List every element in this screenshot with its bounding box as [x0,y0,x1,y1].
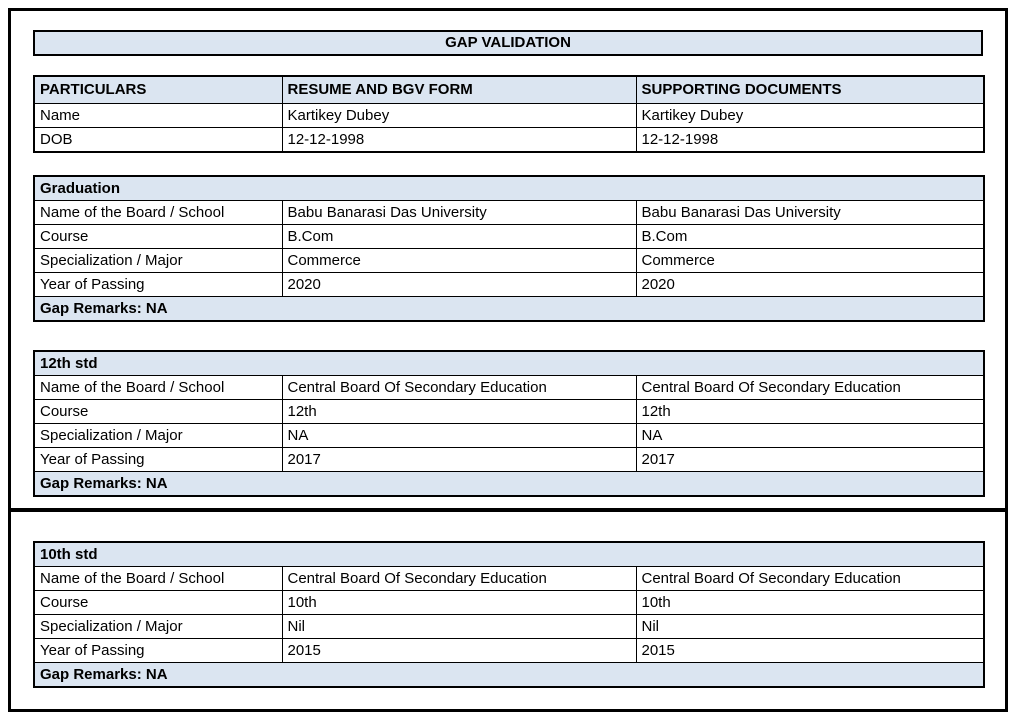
table-row-year: Year of Passing 2015 2015 [33,638,985,663]
section-title: 12th std [33,350,985,376]
resume-value: 12th [281,398,637,424]
page-title: GAP VALIDATION [445,34,571,51]
supporting-value: B.Com [635,223,985,249]
resume-value: Commerce [281,247,637,273]
gap-remarks-row: Gap Remarks: NA [33,295,985,321]
upper-page-panel: GAP VALIDATION PARTICULARS RESUME AND BG… [8,8,1008,510]
row-label: Name of the Board / School [33,374,283,400]
table-row-name: Name Kartikey Dubey Kartikey Dubey [33,102,985,128]
row-label: Specialization / Major [33,422,283,448]
resume-value: B.Com [281,223,637,249]
table-row-specialization: Specialization / Major Nil Nil [33,614,985,639]
twelfth-std-table: 12th std Name of the Board / School Cent… [33,349,986,497]
table-row-course: Course B.Com B.Com [33,223,985,249]
tenth-std-table: 10th std Name of the Board / School Cent… [33,541,986,688]
supporting-value: 2020 [635,271,985,297]
row-label: Name of the Board / School [33,566,283,591]
table-row-board: Name of the Board / School Babu Banarasi… [33,199,985,225]
table-row-year: Year of Passing 2017 2017 [33,446,985,472]
gap-remarks: Gap Remarks: NA [33,470,985,496]
supporting-value: NA [635,422,985,448]
supporting-value: 12th [635,398,985,424]
title-bar: GAP VALIDATION [33,30,983,56]
section-title: 10th std [33,541,985,567]
row-label: Name [33,102,283,128]
row-label: Year of Passing [33,271,283,297]
row-label: Specialization / Major [33,614,283,639]
row-label: Specialization / Major [33,247,283,273]
supporting-value: Kartikey Dubey [635,102,985,128]
table-row-specialization: Specialization / Major NA NA [33,422,985,448]
graduation-table: Graduation Name of the Board / School Ba… [33,174,986,322]
header-cell-particulars: PARTICULARS [33,75,283,104]
resume-value: 2017 [281,446,637,472]
table-row-dob: DOB 12-12-1998 12-12-1998 [33,126,985,152]
supporting-value: Central Board Of Secondary Education [635,566,985,591]
resume-value: Central Board Of Secondary Education [281,566,637,591]
resume-value: Kartikey Dubey [281,102,637,128]
table-row-board: Name of the Board / School Central Board… [33,374,985,400]
gap-remarks: Gap Remarks: NA [33,662,985,688]
table-row-course: Course 10th 10th [33,590,985,615]
table-row-board: Name of the Board / School Central Board… [33,566,985,591]
particulars-table: PARTICULARS RESUME AND BGV FORM SUPPORTI… [33,75,985,153]
row-label: DOB [33,126,283,152]
table-row-year: Year of Passing 2020 2020 [33,271,985,297]
resume-value: Central Board Of Secondary Education [281,374,637,400]
row-label: Course [33,223,283,249]
particulars-header-row: PARTICULARS RESUME AND BGV FORM SUPPORTI… [33,75,985,104]
section-header-row: 12th std [33,350,985,376]
resume-value: Babu Banarasi Das University [281,199,637,225]
lower-page-panel: 10th std Name of the Board / School Cent… [8,510,1008,712]
row-label: Year of Passing [33,638,283,663]
resume-value: Nil [281,614,637,639]
section-header-row: 10th std [33,541,985,567]
gap-remarks-row: Gap Remarks: NA [33,662,985,688]
gap-remarks: Gap Remarks: NA [33,295,985,321]
supporting-value: Babu Banarasi Das University [635,199,985,225]
section-title: Graduation [33,175,985,201]
row-label: Course [33,590,283,615]
row-label: Name of the Board / School [33,199,283,225]
supporting-value: Commerce [635,247,985,273]
resume-value: NA [281,422,637,448]
table-row-specialization: Specialization / Major Commerce Commerce [33,247,985,273]
gap-remarks-row: Gap Remarks: NA [33,470,985,496]
row-label: Course [33,398,283,424]
table-row-course: Course 12th 12th [33,398,985,424]
resume-value: 2020 [281,271,637,297]
supporting-value: 10th [635,590,985,615]
supporting-value: Nil [635,614,985,639]
row-label: Year of Passing [33,446,283,472]
resume-value: 12-12-1998 [281,126,637,152]
header-cell-resume-bgv: RESUME AND BGV FORM [281,75,637,104]
section-header-row: Graduation [33,175,985,201]
header-cell-supporting-docs: SUPPORTING DOCUMENTS [635,75,985,104]
supporting-value: 12-12-1998 [635,126,985,152]
supporting-value: 2017 [635,446,985,472]
supporting-value: Central Board Of Secondary Education [635,374,985,400]
resume-value: 10th [281,590,637,615]
supporting-value: 2015 [635,638,985,663]
resume-value: 2015 [281,638,637,663]
